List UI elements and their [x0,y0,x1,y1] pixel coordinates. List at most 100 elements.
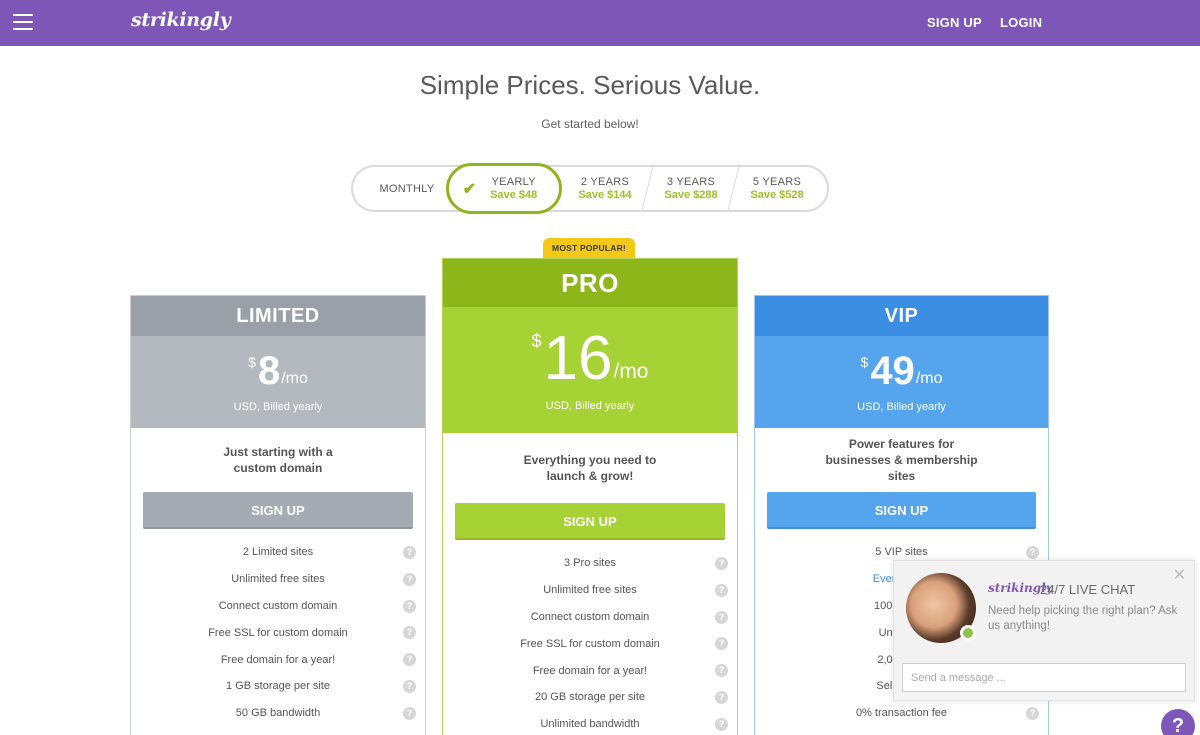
feature-item: Free SSL for custom domain? [443,630,737,657]
billing-option-monthly[interactable]: MONTHLY [363,167,451,210]
feature-list: 2 Limited sites? Unlimited free sites? C… [131,539,425,727]
feature-label: Free domain for a year! [532,664,648,677]
header-login-link[interactable]: LOGIN [1000,15,1043,30]
feature-label: Unlimited free sites [543,584,637,597]
feature-label: 3 Pro sites [564,557,616,570]
feature-label: 20 GB storage per site [534,691,646,704]
feature-label: Free SSL for custom domain [520,637,660,650]
help-icon[interactable]: ? [715,610,728,624]
billing-option-label: 3 YEARS [666,176,716,188]
billing-option-savings: Save $144 [578,189,632,201]
help-icon[interactable]: ? [1026,706,1039,720]
feature-item: 2 Limited sites? [131,539,425,566]
feature-label: 2 Limited sites [242,546,314,559]
billing-option-label: 5 YEARS [752,176,802,188]
billing-option-label: 2 YEARS [580,176,630,188]
plan-price-block: $ 8 /mo USD, Billed yearly [131,336,425,428]
billing-note: USD, Billed yearly [545,400,635,412]
feature-label: Unlimited free sites [231,573,325,586]
close-icon[interactable]: ✕ [1172,567,1186,584]
feature-label: Unlimited bandwidth [540,718,640,731]
feature-label: 5 VIP sites [875,546,928,559]
feature-label: 0% transaction fee [855,707,948,720]
billing-option-5-years[interactable]: 5 YEARS Save $528 [737,167,817,210]
feature-item: 20 GB storage per site? [443,684,737,711]
billing-note: USD, Billed yearly [233,401,323,413]
billing-option-yearly[interactable]: ✔ YEARLY Save $48 [446,163,562,214]
currency-symbol: $ [248,354,256,370]
help-icon[interactable]: ? [1026,546,1039,559]
feature-list: 3 Pro sites? Unlimited free sites? Conne… [443,550,737,735]
feature-item: 0% transaction fee? [755,700,1048,727]
plan-name: LIMITED [131,296,425,336]
feature-item: Free domain for a year!? [131,646,425,673]
feature-item: Unlimited free sites? [443,577,737,604]
chat-message-input[interactable] [902,663,1186,692]
signup-vip-button[interactable]: SIGN UP [767,492,1036,529]
chat-brand-logo: strikingly [988,581,1053,595]
feature-item: Connect custom domain? [443,604,737,631]
billing-period-toggle: MONTHLY ✔ YEARLY Save $48 2 YEARS Save $… [351,163,829,214]
price-amount: 8 [257,349,281,393]
checkmark-icon: ✔ [462,180,477,198]
page-title: Simple Prices. Serious Value. [419,70,761,100]
billing-option-label: YEARLY [491,176,536,188]
help-button[interactable]: ? [1161,709,1195,735]
feature-item: Connect custom domain? [131,593,425,620]
feature-label: Free SSL for custom domain [208,626,348,639]
chat-greeting-message: Need help picking the right plan? Ask us… [988,605,1178,632]
plan-card-pro: PRO $ 16 /mo USD, Billed yearly Everythi… [442,258,738,735]
strikingly-logo[interactable]: strikingly [131,9,231,31]
top-navigation-bar: strikingly SIGN UP LOGIN [0,0,1200,46]
billing-option-savings: Save $48 [490,189,538,201]
billing-option-3-years[interactable]: 3 YEARS Save $288 [651,167,731,210]
help-icon[interactable]: ? [715,664,728,678]
menu-icon[interactable] [13,14,33,30]
help-icon[interactable]: ? [403,599,416,613]
feature-label: Free domain for a year! [220,653,336,666]
billing-option-savings: Save $288 [664,189,718,201]
feature-item: Unlimited bandwidth? [443,711,737,735]
help-icon[interactable]: ? [403,653,416,667]
plan-name: VIP [755,296,1048,336]
feature-item: 1 GB storage per site? [131,673,425,700]
feature-item: Free SSL for custom domain? [131,619,425,646]
plan-card-limited: LIMITED $ 8 /mo USD, Billed yearly Just … [130,295,426,735]
plan-description: Just starting with a custom domain [223,445,333,475]
billing-option-label: MONTHLY [379,182,435,195]
help-icon[interactable]: ? [403,679,416,693]
signup-pro-button[interactable]: SIGN UP [455,503,725,540]
plan-description: Everything you need to launch & grow! [523,453,657,483]
chat-title: 24/7 LIVE CHAT [1040,582,1136,597]
help-icon[interactable]: ? [715,637,728,651]
price-amount: 49 [870,349,915,393]
help-icon[interactable]: ? [403,572,416,586]
feature-label: 50 GB bandwidth [235,707,321,720]
help-icon[interactable]: ? [715,583,728,597]
help-icon[interactable]: ? [715,690,728,704]
online-status-indicator [960,625,976,641]
help-icon[interactable]: ? [403,706,416,720]
feature-item: 50 GB bandwidth? [131,700,425,727]
plan-price-block: $ 16 /mo USD, Billed yearly [443,307,737,433]
price-period: /mo [281,370,308,387]
feature-item: 5 VIP sites? [755,539,1048,566]
currency-symbol: $ [531,331,542,351]
price-period: /mo [613,360,649,383]
feature-label: 1 GB storage per site [226,680,330,693]
price-amount: 16 [543,324,613,393]
signup-limited-button[interactable]: SIGN UP [143,492,413,529]
header-signup-link[interactable]: SIGN UP [927,15,982,30]
most-popular-badge: MOST POPULAR! [543,238,635,258]
help-icon[interactable]: ? [403,626,416,640]
help-icon[interactable]: ? [403,546,416,559]
help-icon[interactable]: ? [715,557,728,570]
plan-description: Power features for businesses & membersh… [825,437,978,483]
help-icon[interactable]: ? [715,717,728,731]
feature-label: Connect custom domain [218,599,338,612]
billing-option-2-years[interactable]: 2 YEARS Save $144 [565,167,645,210]
plan-name: PRO [443,259,737,307]
live-chat-widget: ✕ strikingly 24/7 LIVE CHAT Need help pi… [893,560,1195,701]
billing-option-savings: Save $528 [750,189,804,201]
plan-price-block: $ 49 /mo USD, Billed yearly [755,336,1048,428]
